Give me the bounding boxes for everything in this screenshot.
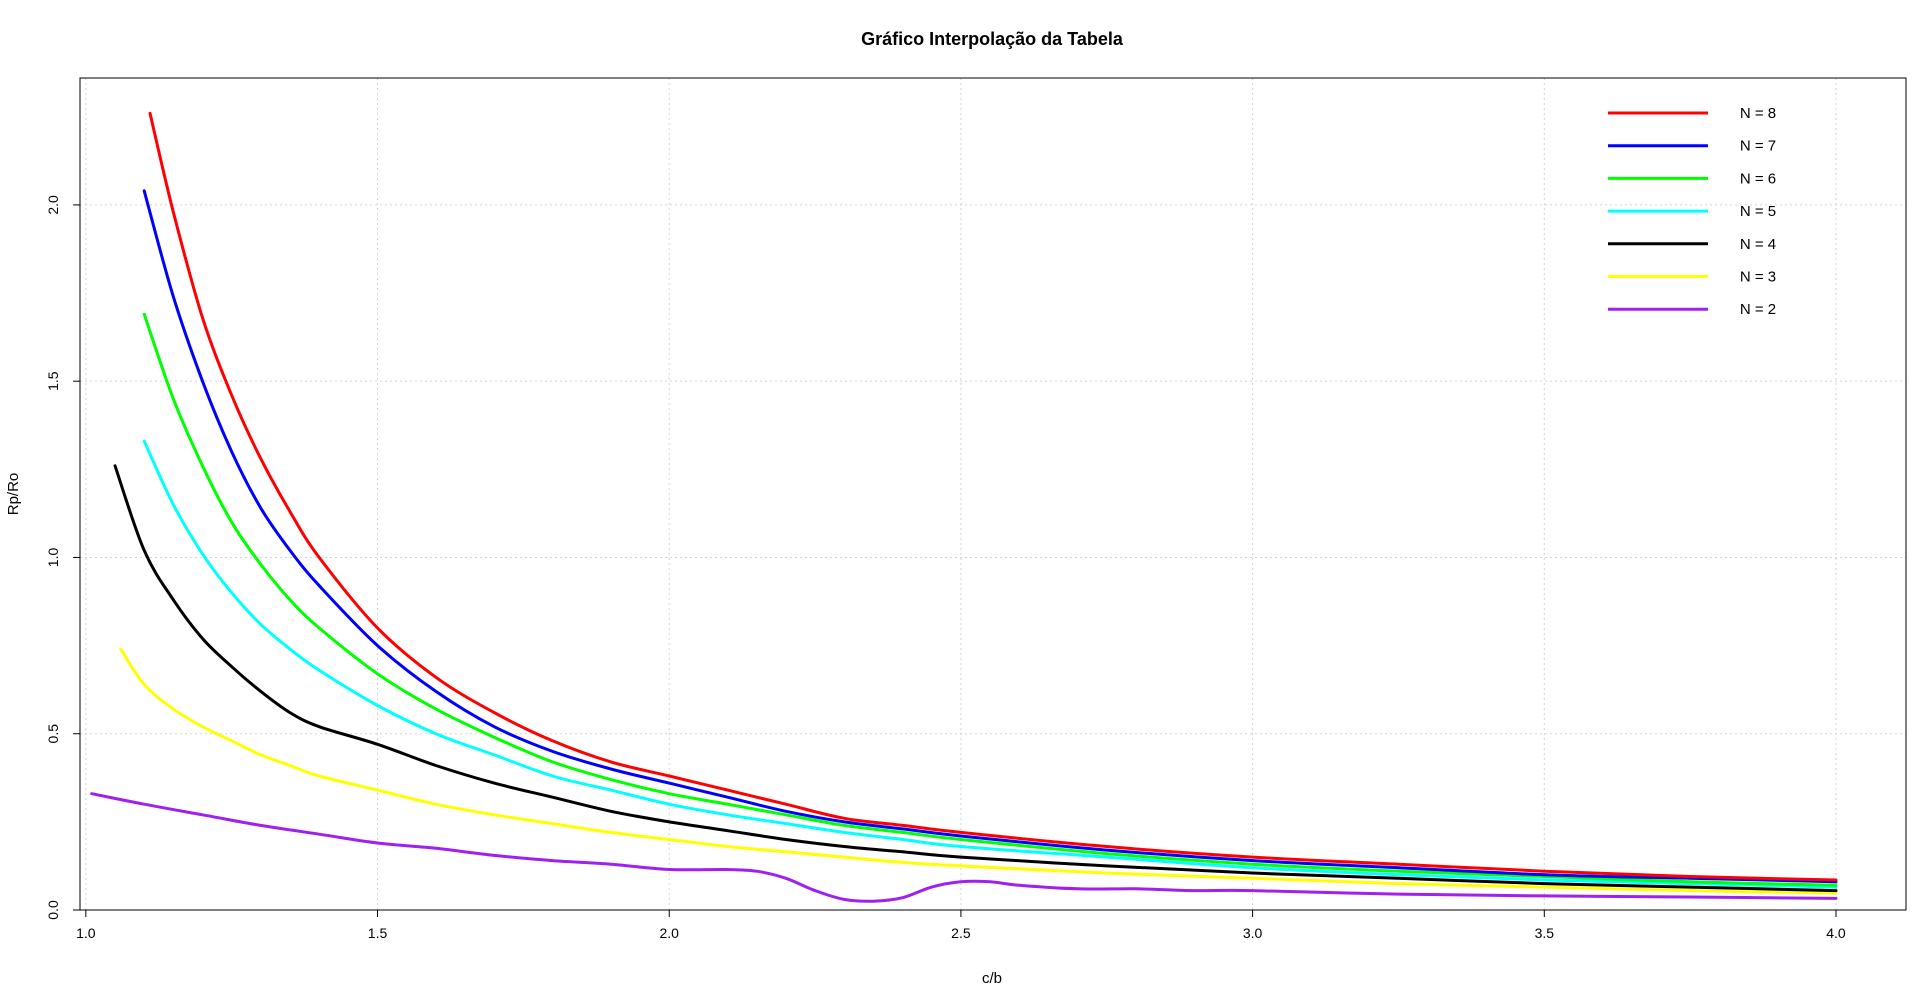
chart-title: Gráfico Interpolação da Tabela xyxy=(861,29,1124,49)
series-lines xyxy=(90,111,1838,903)
y-axis: 0.0 0.5 1.0 1.5 2.0 xyxy=(45,195,81,920)
legend-label: N = 8 xyxy=(1740,105,1776,122)
series-line xyxy=(142,312,1838,887)
y-tick-label: 2.0 xyxy=(45,195,61,215)
series-line xyxy=(148,111,1838,882)
legend: N = 8 N = 7 N = 6 N = 5 N = 4 N = 3 N = 2 xyxy=(1608,105,1776,318)
series-line xyxy=(90,792,1838,903)
x-tick-label: 3.5 xyxy=(1535,925,1555,941)
x-tick-label: 3.0 xyxy=(1243,925,1263,941)
legend-label: N = 5 xyxy=(1740,203,1776,220)
y-tick-label: 1.0 xyxy=(45,548,61,568)
y-tick-label: 1.5 xyxy=(45,371,61,391)
x-tick-label: 2.0 xyxy=(659,925,679,941)
series-line xyxy=(142,439,1838,889)
series-line xyxy=(142,189,1838,884)
y-tick-label: 0.0 xyxy=(45,900,61,920)
x-axis: 1.0 1.5 2.0 2.5 3.0 3.5 4.0 xyxy=(76,909,1846,941)
legend-label: N = 2 xyxy=(1740,301,1776,318)
x-tick-label: 2.5 xyxy=(951,925,971,941)
x-tick-label: 1.0 xyxy=(76,925,96,941)
y-tick-label: 0.5 xyxy=(45,724,61,744)
x-tick-label: 1.5 xyxy=(368,925,388,941)
x-tick-label: 4.0 xyxy=(1826,925,1846,941)
legend-label: N = 3 xyxy=(1740,269,1776,286)
legend-label: N = 6 xyxy=(1740,170,1776,187)
legend-label: N = 4 xyxy=(1740,236,1776,253)
series-line xyxy=(113,464,1838,893)
series-line xyxy=(119,647,1838,895)
x-axis-label: c/b xyxy=(982,970,1002,987)
y-axis-label: Rp/Ro xyxy=(5,473,22,516)
legend-label: N = 7 xyxy=(1740,138,1776,155)
